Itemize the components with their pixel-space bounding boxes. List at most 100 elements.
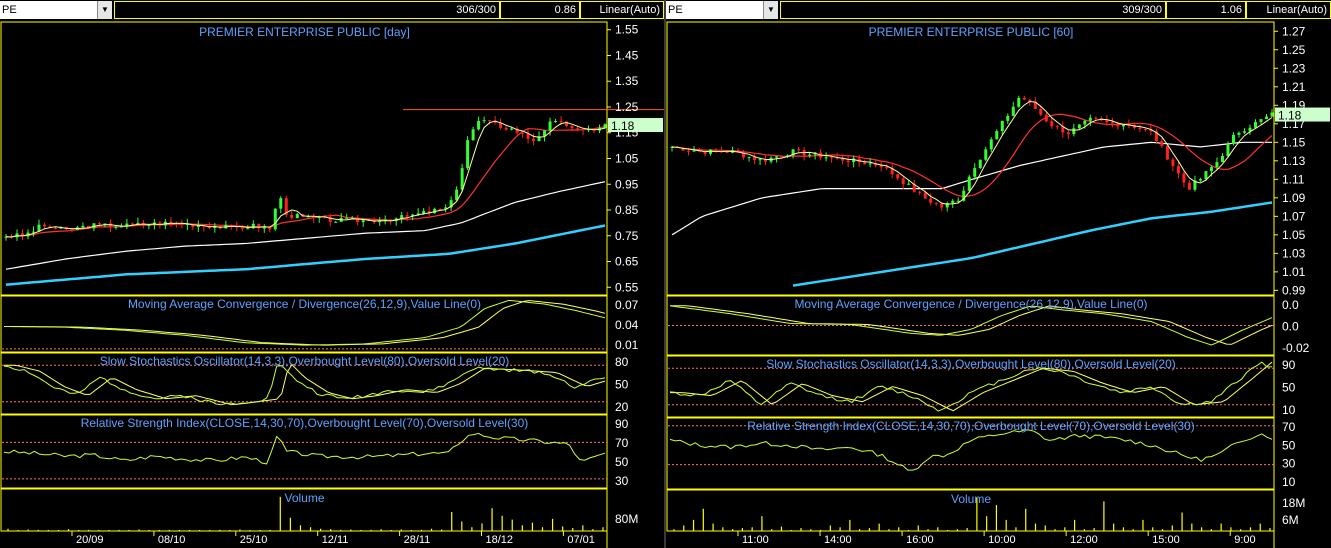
time-tick-label: 9:00	[1234, 534, 1255, 546]
candle-down	[312, 216, 316, 218]
candle-up	[758, 159, 762, 161]
candle-up	[400, 215, 404, 219]
candle-up	[185, 223, 189, 225]
candle-down	[1105, 120, 1109, 123]
moving-average-long	[792, 201, 1273, 287]
candle-up	[587, 129, 591, 131]
candle-down	[863, 162, 867, 165]
candle-up	[119, 226, 123, 228]
candle-down	[703, 151, 707, 154]
price-tick-label: 0.75	[615, 229, 639, 243]
moving-average-slow	[5, 181, 606, 270]
price-tick-label: 0.95	[615, 177, 639, 191]
candle-up	[1121, 124, 1125, 127]
moving-average-mid	[671, 113, 1273, 198]
candle-down	[427, 210, 431, 214]
candle-up	[868, 163, 872, 165]
chevron-down-icon[interactable]: ▼	[97, 1, 112, 19]
candle-down	[1061, 126, 1065, 133]
candle-up	[416, 213, 420, 215]
price-tick-label: 0.85	[615, 203, 639, 217]
time-tick-label: 07/01	[567, 534, 595, 546]
candle-up	[510, 128, 514, 130]
chart-canvas[interactable]: PREMIER ENTERPRISE PUBLIC [60] 1.27 1.25 1.…	[666, 0, 1331, 548]
candle-up	[1006, 115, 1010, 121]
symbol-select[interactable]: PE ▼	[0, 1, 112, 19]
candle-down	[1055, 126, 1059, 128]
hourly-chart-pane: PE ▼ 309/300 1.06 Linear(Auto) PREMIER E…	[666, 0, 1331, 548]
signal-line	[670, 361, 1273, 412]
candle-up	[973, 168, 977, 177]
candle-up	[262, 227, 266, 229]
candle-down	[923, 192, 927, 199]
candle-up	[962, 190, 966, 201]
candle-down	[290, 214, 294, 219]
candle-down	[515, 128, 519, 133]
candle-down	[389, 219, 393, 222]
volume-title: Volume	[284, 491, 324, 505]
chart-canvas[interactable]: PREMIER ENTERPRISE PUBLIC [day] 1.55 1.45 1…	[0, 0, 664, 548]
candle-down	[1171, 159, 1175, 167]
chevron-down-icon[interactable]: ▼	[763, 1, 778, 19]
chart-title: PREMIER ENTERPRISE PUBLIC [day]	[199, 25, 410, 39]
moving-average-slow	[671, 141, 1272, 236]
candle-down	[53, 227, 57, 229]
rsi-tick-label: 70	[1282, 420, 1296, 434]
price-tick-label: 1.25	[615, 100, 639, 114]
candle-down	[268, 227, 272, 230]
candle-down	[1138, 127, 1142, 129]
candle-down	[70, 229, 74, 231]
candle-up	[251, 223, 255, 229]
rsi-line	[3, 432, 606, 465]
candle-up	[1198, 179, 1202, 181]
candle-down	[521, 132, 525, 134]
candle-up	[978, 159, 982, 169]
rsi-tick-label: 90	[615, 417, 629, 431]
candle-down	[20, 233, 24, 237]
candle-up	[1072, 128, 1076, 135]
price-tick-label: 1.15	[1282, 135, 1306, 149]
candle-down	[846, 160, 850, 163]
candle-down	[874, 163, 878, 166]
candle-down	[1033, 101, 1037, 109]
candle-up	[295, 214, 299, 219]
candle-down	[1050, 121, 1054, 127]
moving-average-fast	[671, 100, 1273, 205]
symbol-select[interactable]: PE ▼	[666, 1, 778, 19]
candle-up	[246, 228, 250, 230]
last-price-tag	[1275, 107, 1330, 122]
price-tick-label: 1.01	[1282, 265, 1306, 279]
time-tick-label: 12/11	[322, 534, 349, 546]
symbol-value: PE	[2, 4, 17, 16]
stoch-tick-label: 50	[1282, 381, 1296, 395]
price-tick-label: 0.65	[615, 255, 639, 269]
macd-tick-label: 0.07	[615, 298, 639, 312]
pane-divider[interactable]	[664, 0, 666, 548]
candle-up	[1011, 106, 1015, 116]
candle-up	[125, 223, 129, 227]
candle-up	[81, 225, 85, 228]
moving-average-fast	[5, 120, 606, 238]
scale-mode-button[interactable]: Linear(Auto)	[580, 1, 664, 19]
price-tick-label: 1.45	[615, 48, 639, 62]
time-tick-label: 11:00	[742, 534, 769, 546]
candle-up	[548, 121, 552, 131]
candle-down	[1187, 182, 1191, 190]
candle-up	[603, 124, 607, 128]
candle-down	[559, 120, 563, 122]
candle-down	[780, 156, 784, 158]
candle-down	[1154, 131, 1158, 142]
candle-down	[681, 147, 685, 151]
candle-down	[885, 167, 889, 169]
candle-down	[841, 157, 845, 161]
candle-up	[422, 210, 426, 214]
time-tick-label: 10:00	[988, 534, 1016, 546]
candle-up	[114, 226, 118, 228]
candle-up	[1209, 167, 1213, 172]
candle-up	[747, 156, 751, 158]
candle-up	[103, 223, 107, 225]
candle-up	[775, 156, 779, 158]
candle-down	[504, 127, 508, 130]
stoch-tick-label: 10	[1282, 403, 1296, 417]
price-tick-label: 1.55	[615, 23, 639, 37]
